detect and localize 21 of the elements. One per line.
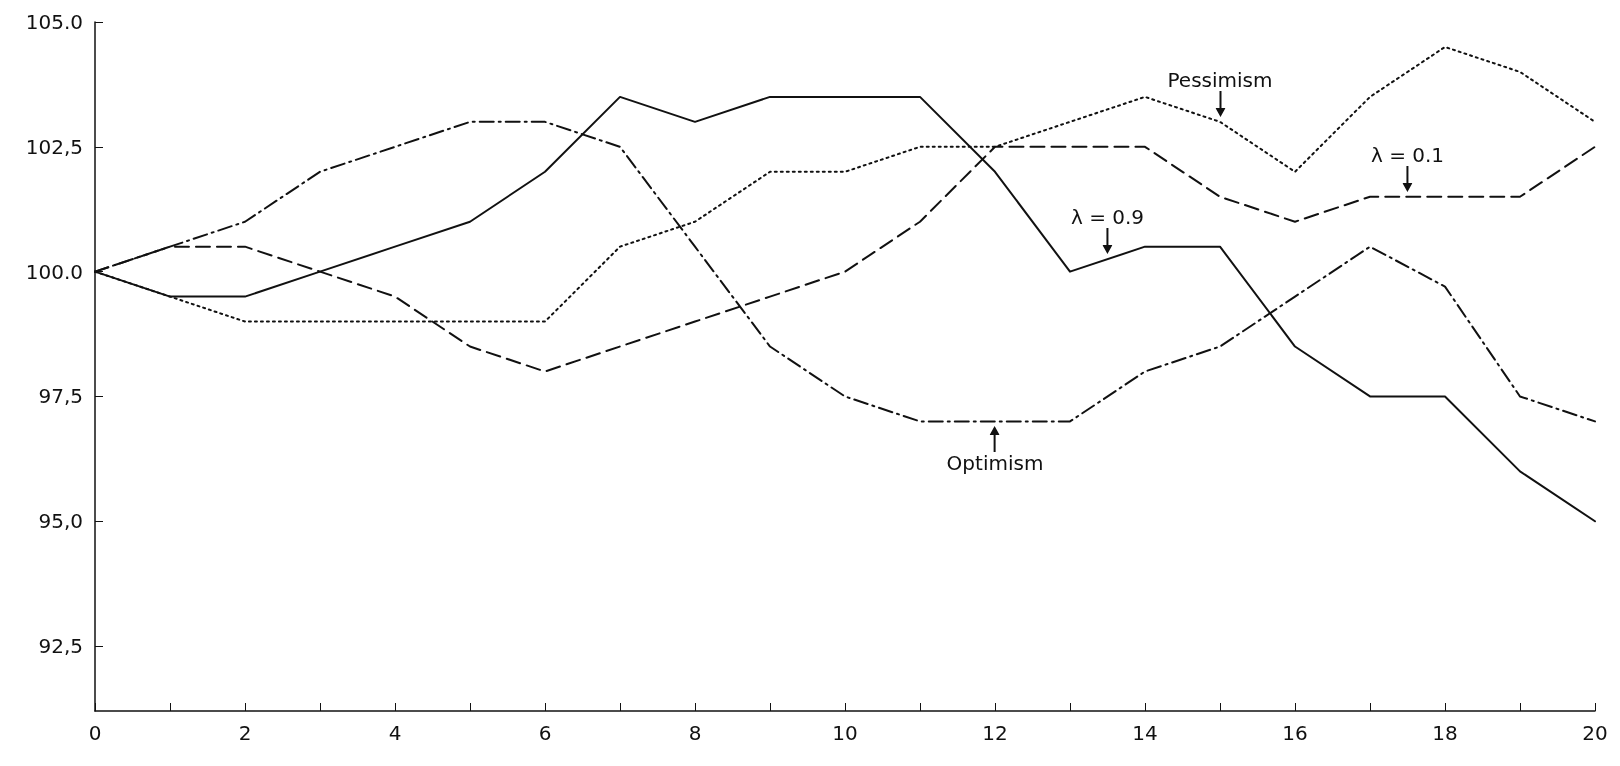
x-tick-label: 8 (688, 721, 702, 745)
x-tick-label: 14 (1132, 721, 1158, 745)
x-tick-label: 6 (538, 721, 552, 745)
x-tick-label: 20 (1582, 721, 1608, 745)
annotation: λ = 0.9 (1070, 205, 1145, 230)
x-tick-label: 16 (1282, 721, 1308, 745)
y-tick-label: 100.0 (25, 259, 83, 284)
x-tick-label: 0 (88, 721, 102, 745)
x-tick-label: 12 (982, 721, 1008, 745)
y-tick-label: 102,5 (25, 134, 83, 159)
x-tick-label: 4 (388, 721, 402, 745)
annotation: Optimism (946, 451, 1044, 476)
y-tick-label: 92,5 (38, 634, 83, 659)
y-tick-label: 97,5 (38, 384, 83, 409)
x-tick-label: 10 (832, 721, 858, 745)
x-tick-label: 18 (1432, 721, 1458, 745)
annotation: Pessimism (1167, 67, 1273, 92)
annotation: λ = 0.1 (1370, 142, 1445, 167)
y-tick-label: 105.0 (25, 10, 83, 34)
x-tick-label: 2 (238, 721, 252, 745)
y-tick-label: 95,0 (38, 509, 83, 534)
